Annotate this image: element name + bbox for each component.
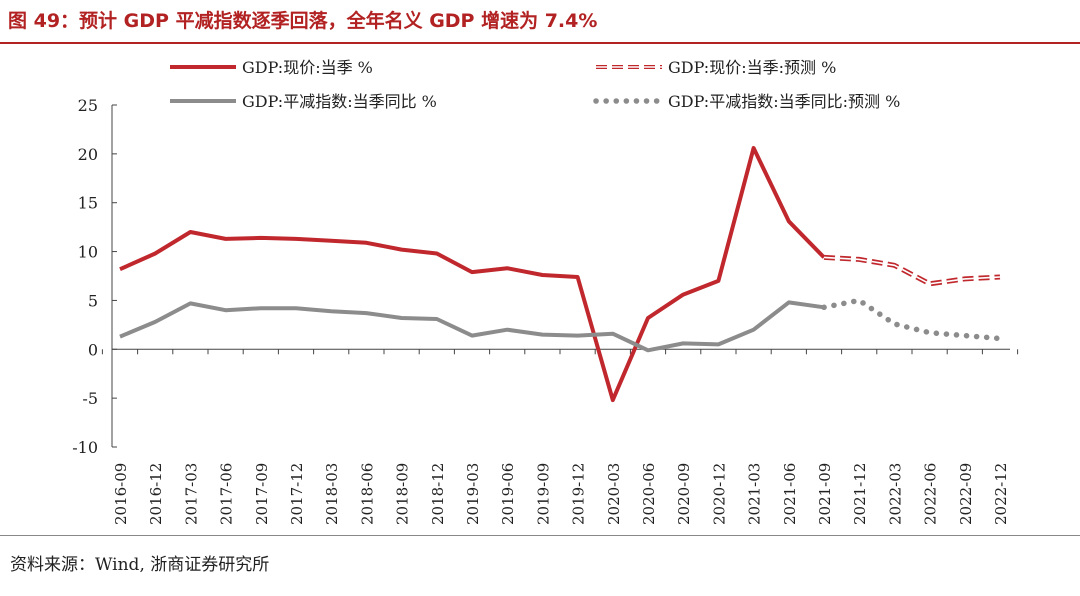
footer-divider	[0, 535, 1080, 536]
x-tick-label: 2017-09	[253, 463, 271, 525]
x-tick-label: 2019-06	[499, 463, 517, 525]
x-tick-label: 2022-12	[992, 463, 1010, 525]
series-line-2	[823, 254, 1001, 287]
x-tick-label: 2017-12	[288, 463, 306, 525]
series-line-core-2	[823, 256, 1001, 285]
series-line-3	[821, 297, 1003, 342]
x-tick-label: 2017-06	[218, 463, 236, 525]
x-tick-label: 2020-09	[675, 463, 693, 525]
y-tick-label: 20	[78, 145, 98, 164]
x-tick-label: 2021-03	[746, 463, 764, 525]
x-tick-label: 2019-03	[464, 463, 482, 525]
x-tick-label: 2020-06	[640, 463, 658, 525]
x-tick-label: 2016-09	[112, 463, 130, 525]
legend-label: GDP:平减指数:当季同比:预测 %	[668, 92, 900, 111]
x-tick-label: 2021-12	[851, 463, 869, 525]
x-tick-label: 2020-12	[710, 463, 728, 525]
y-tick-label: 0	[88, 340, 98, 359]
x-tick-label: 2016-12	[147, 463, 165, 525]
title-divider	[0, 42, 1080, 44]
legend-label: GDP:现价:当季:预测 %	[668, 58, 836, 77]
x-tick-label: 2018-09	[394, 463, 412, 525]
y-tick-label: -10	[72, 438, 98, 457]
x-tick-label: 2022-06	[922, 463, 940, 525]
series-line-1	[119, 300, 825, 353]
x-tick-label: 2022-03	[886, 463, 904, 525]
series-line-0	[119, 146, 826, 403]
source-note: 资料来源：Wind, 浙商证券研究所	[10, 555, 270, 575]
x-tick-label: 2018-03	[323, 463, 341, 525]
y-tick-label: -5	[82, 389, 98, 408]
y-tick-label: 15	[78, 194, 98, 213]
x-tick-label: 2017-03	[182, 463, 200, 525]
legend-label: GDP:平减指数:当季同比 %	[242, 92, 437, 111]
chart-area: 25 20 15 10 5 0 -5 -10 2016-09 2016-12 2017-03 2017…	[72, 58, 1019, 525]
x-tick-label: 2018-06	[358, 463, 376, 525]
x-tick-label: 2018-12	[429, 463, 447, 525]
x-tick-label: 2021-09	[816, 463, 834, 525]
y-tick-label: 5	[88, 291, 98, 310]
x-tick-label: 2021-06	[781, 463, 799, 525]
chart-title: 图 49：预计 GDP 平减指数逐季回落，全年名义 GDP 增速为 7.4%	[8, 10, 598, 32]
x-tick-label: 2020-03	[605, 463, 623, 525]
x-tick-label: 2019-12	[570, 463, 588, 525]
y-tick-label: 25	[78, 96, 98, 115]
legend-label: GDP:现价:当季 %	[242, 58, 373, 77]
x-tick-label: 2019-09	[534, 463, 552, 525]
y-tick-label: 10	[78, 243, 98, 262]
x-tick-label: 2022-09	[957, 463, 975, 525]
